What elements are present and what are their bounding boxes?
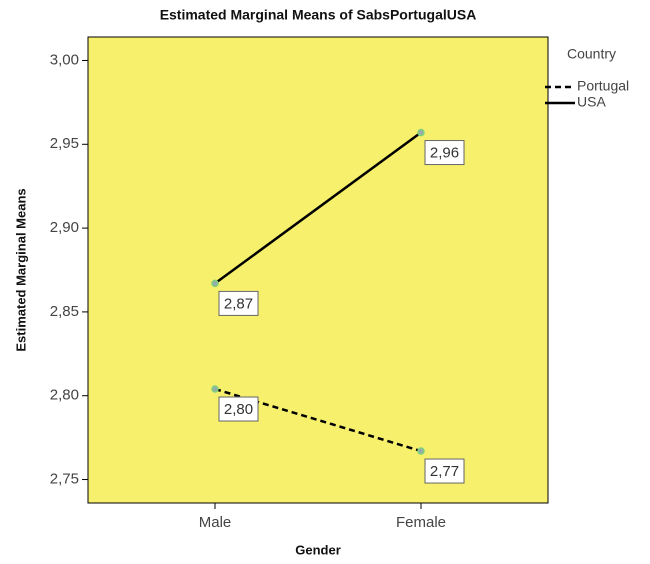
y-tick-label: 2,75 [50,471,79,488]
data-point [417,128,425,137]
value-label-box [424,140,465,166]
value-label-box [218,290,259,316]
legend-label: USA [577,94,606,110]
y-tick-label: 3,00 [50,51,79,68]
x-tick-label: Female [396,514,446,531]
chart-title: Estimated Marginal Means of SabsPortugal… [160,7,477,23]
legend-label: Portugal [577,78,629,94]
value-label-box [218,396,259,422]
value-label: 2,87 [224,295,253,312]
series-line [214,131,422,285]
y-axis-title: Estimated Marginal Means [13,188,28,351]
data-point [211,385,219,393]
value-label-box [424,458,465,484]
value-label: 2,80 [224,401,253,418]
x-tick-label: Male [199,514,232,531]
legend-title: Country [567,46,616,62]
y-tick-label: 2,80 [50,387,79,404]
x-axis-title: Gender [295,542,341,557]
value-label: 2,77 [430,463,459,480]
y-tick-label: 2,95 [50,135,79,152]
value-label: 2,96 [430,145,459,162]
y-tick-label: 2,85 [50,303,79,320]
plot-area [87,36,549,504]
data-point [417,447,425,455]
y-tick-label: 2,90 [50,219,79,236]
data-point [211,279,219,288]
